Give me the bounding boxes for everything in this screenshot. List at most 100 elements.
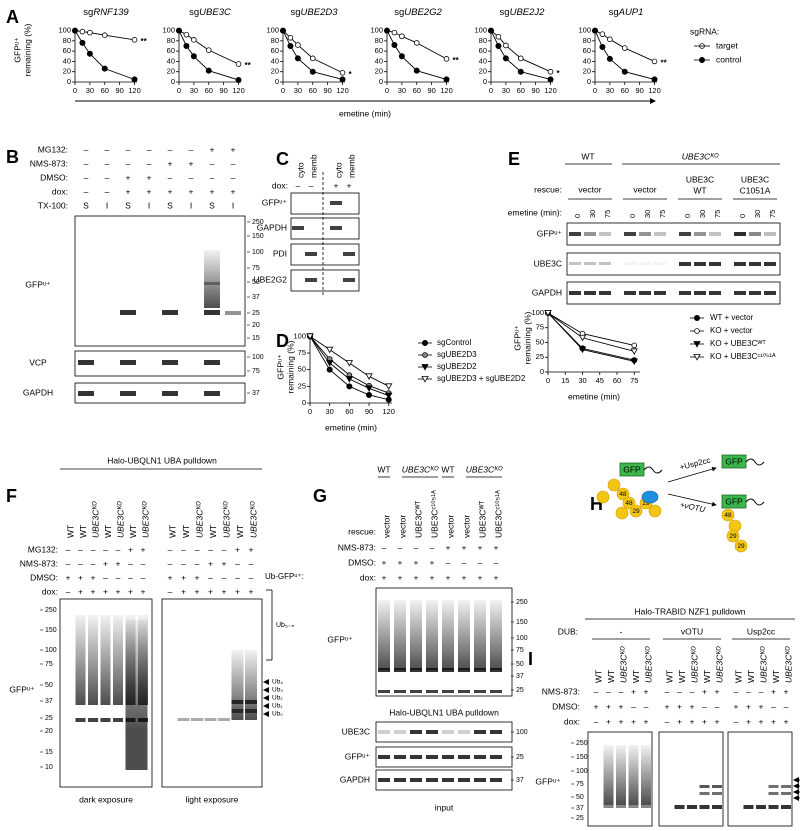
row-label: DMSO: [40,172,68,182]
condition-sign: – [235,572,240,582]
band [330,201,342,205]
condition-sign: – [494,557,499,567]
gfp-label: GFP [623,464,641,474]
panel-letter: D [276,331,289,351]
y-tick-label: 100 [266,26,279,35]
y-tick-label: 0 [302,398,306,407]
x-tick-label: 60 [621,86,629,95]
ub-label: Ub₁ [272,703,283,710]
condition-sign: – [84,172,89,182]
lane-label: vector [381,515,391,538]
rescue-label: vector [578,184,601,194]
blot [290,217,360,240]
condition-sign: – [619,686,624,696]
lane-label: WT [733,670,743,683]
condition-sign: + [784,716,789,726]
data-point [693,354,701,361]
condition-sign: + [478,542,483,552]
lane-label: WT [235,525,245,538]
group-label: UBE3Cᴷᴼ [466,464,503,474]
condition-sign: – [210,172,215,182]
band [218,718,230,721]
blot-label: GAPDH [23,387,53,397]
condition-sign: – [398,542,403,552]
band [781,792,791,795]
lane-label: 30 [588,210,597,218]
lane-label: WT [771,670,781,683]
band [679,291,691,295]
condition-sign: – [784,701,789,711]
ubiquitin [726,529,740,543]
band [569,291,581,295]
data-point [443,76,450,83]
data-point [421,364,429,371]
y-tick-label: 100 [58,26,71,35]
blot-label: UBE3C [534,258,562,268]
x-tick-label: 30 [398,86,406,95]
band [709,291,721,295]
row-label: MG132: [38,144,68,154]
row-label: dox: [52,186,68,196]
mw-marker: 75 [576,781,584,788]
data-point [86,50,93,57]
band [490,668,502,672]
lane-label: UBE3Cᴷᴼ [758,646,768,683]
blot-caption: Halo-UBQLN1 UBA pulldown [389,707,499,717]
band [88,718,98,722]
condition-sign: + [606,716,611,726]
condition-sign: – [702,701,707,711]
data-point [621,68,628,75]
band [624,262,636,265]
mw-marker: 37 [516,673,524,680]
data-point [391,41,398,48]
condition-sign: – [181,558,186,568]
row-label: dox: [564,716,580,726]
title-part: UBE2D3 [301,7,339,18]
condition-sign: S [167,200,173,210]
x-axis-label: emetine (min) [339,108,391,118]
band [458,755,470,759]
exposure-label: dark exposure [79,794,133,804]
data-point [592,27,599,34]
band [712,792,722,795]
data-point [413,67,420,74]
blot [658,731,724,827]
condition-sign: – [462,557,467,567]
lane-label: WT [103,525,113,538]
condition-sign: – [147,144,152,154]
chart-title: sgUBE2D3 [290,7,338,18]
data-point [294,55,301,62]
smear [204,250,220,308]
lane-label: vector [397,515,407,538]
x-tick-label: 90 [365,407,373,416]
y-tick-label: 50 [298,365,306,374]
condition-sign: – [208,544,213,554]
condition-sign: – [222,544,227,554]
row-label: DMSO: [348,557,376,567]
x-axis-label: emetine (min) [568,391,620,401]
x-tick-label: 30 [86,86,94,95]
mw-marker: 150 [576,754,588,761]
blot-label: VCP [29,357,47,367]
data-point [544,310,552,317]
legend-label: KO + UBE3Cᵂᵀ [710,339,766,348]
band [781,805,791,809]
row-label: DMSO: [30,572,58,582]
condition-sign: – [690,686,695,696]
y-tick-label: 80 [583,36,591,45]
data-point [651,76,658,83]
lane-label: UBE3Cᵂᵀ [413,500,423,538]
smear [628,745,639,805]
smear [88,615,98,705]
band [639,291,651,295]
x-tick-label: 30 [326,407,334,416]
blot-label: GFPᵘ⁺ [535,776,561,786]
condition-sign: – [665,716,670,726]
lane-label: 30 [643,210,652,218]
condition-sign: – [665,686,670,696]
condition-sign: + [398,557,403,567]
data-point [205,47,212,53]
y-tick-label: 20 [479,67,487,76]
x-tick-label: 30 [606,86,614,95]
band [764,291,776,295]
